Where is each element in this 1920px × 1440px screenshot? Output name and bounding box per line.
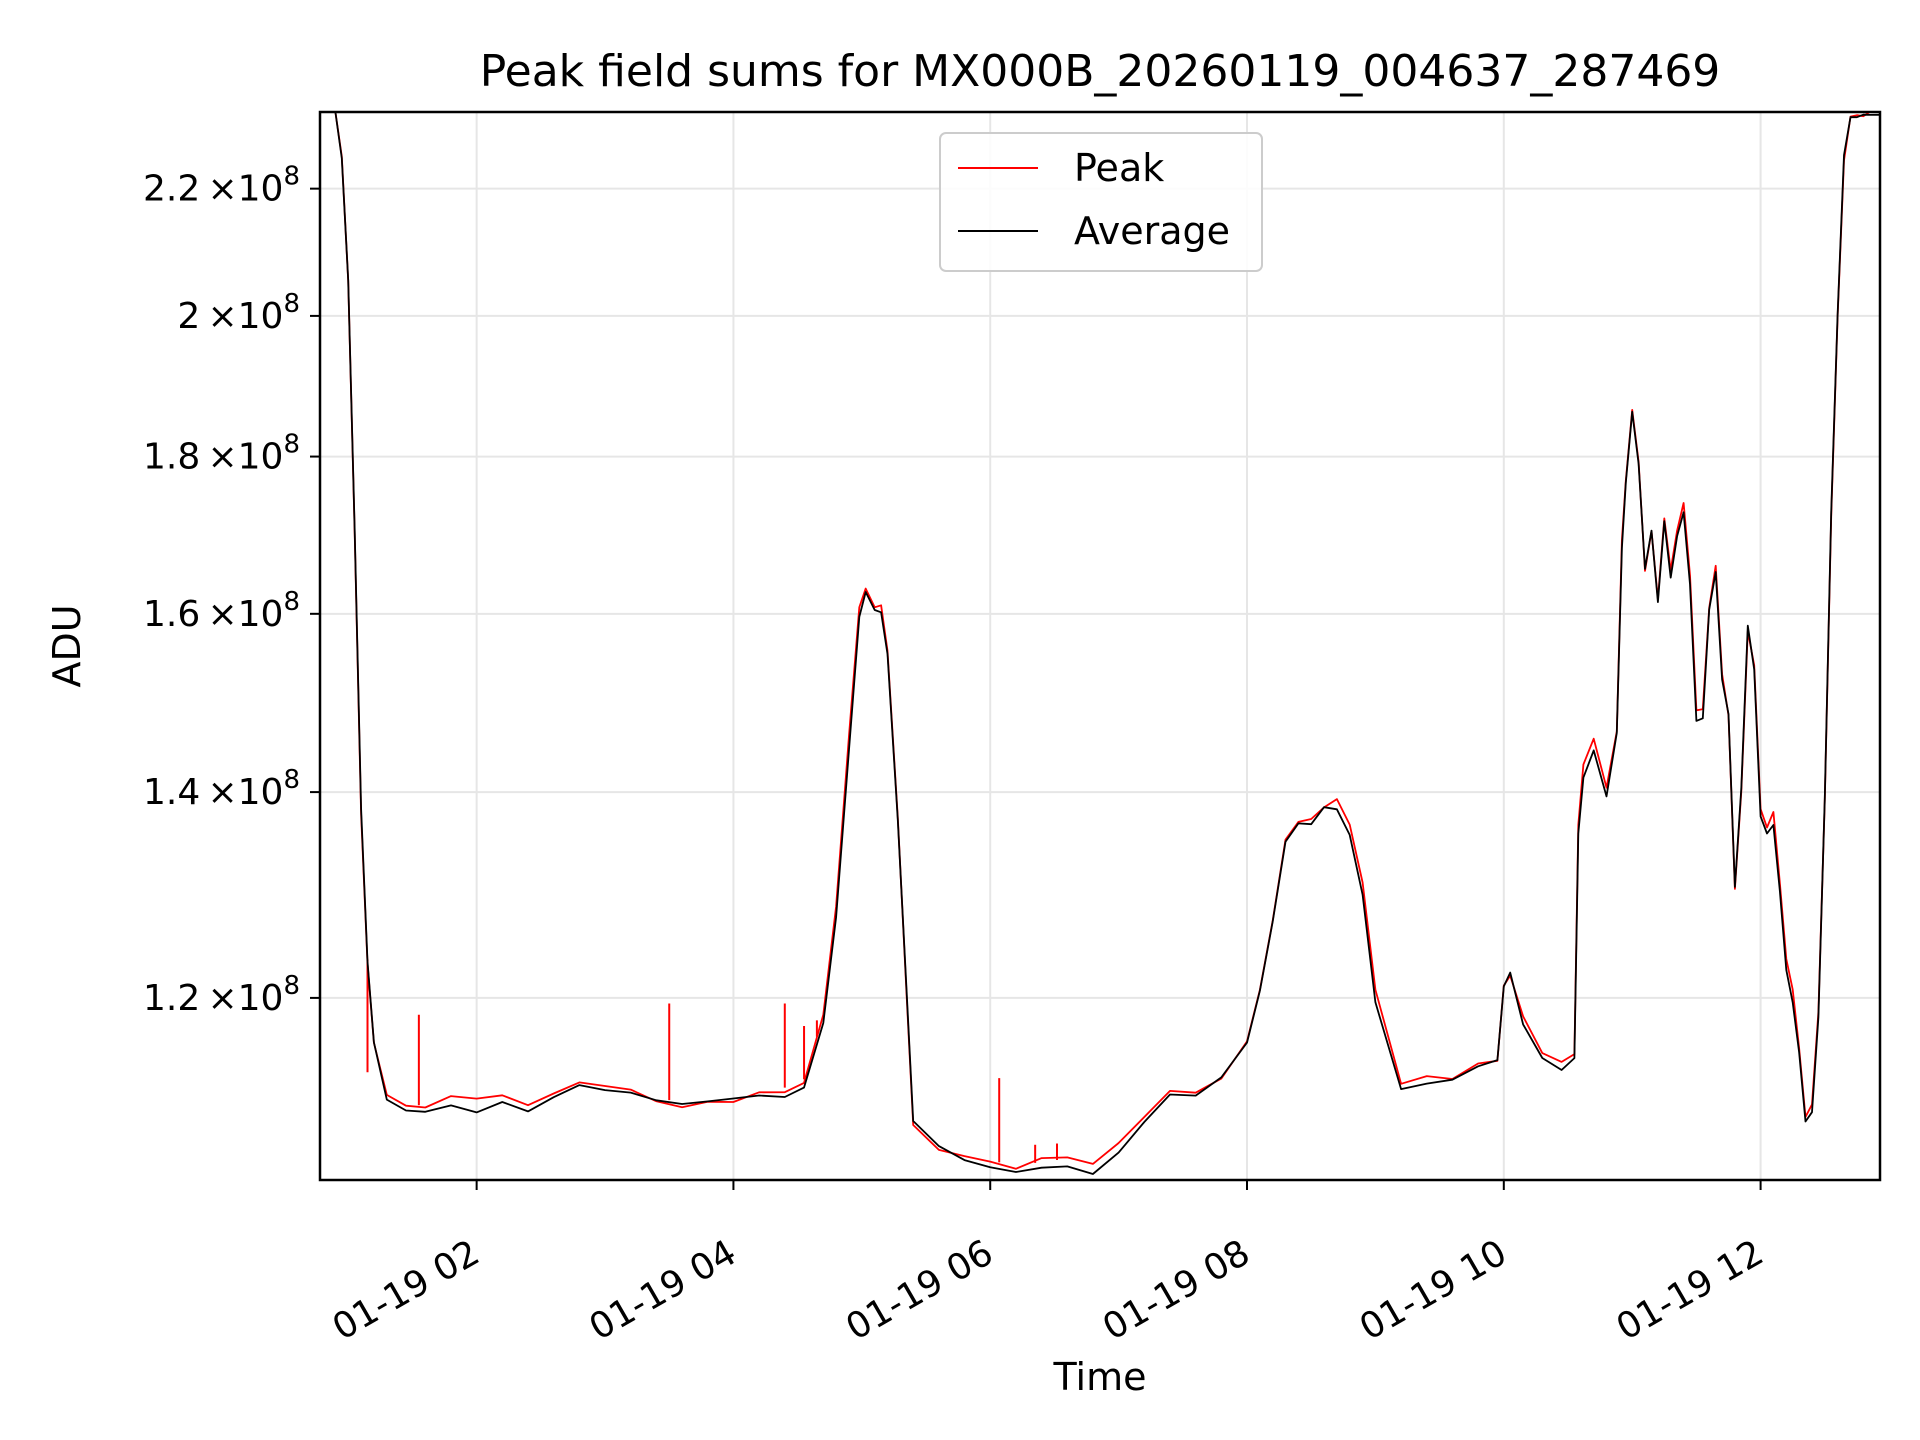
y-tick-label: 1.2 ×108 (143, 971, 300, 1019)
series-layer (320, 112, 1880, 1175)
y-axis: 1.2 ×108 1.4 ×108 1.6 ×108 1.8 ×108 2 ×108 2.… (143, 162, 320, 1019)
legend-label-average: Average (1074, 209, 1230, 253)
legend: Peak Average (939, 132, 1263, 272)
y-tick-label: 2.2 ×108 (143, 162, 300, 210)
grid (320, 112, 1880, 1180)
y-tick-label: 1.6 ×108 (143, 587, 300, 635)
series-line-average (320, 112, 1880, 1175)
y-axis-label: ADU (45, 604, 89, 687)
legend-label-peak: Peak (1074, 146, 1164, 190)
chart-title: Peak field sums for MX000B_20260119_0046… (480, 46, 1721, 97)
plot-frame (318, 110, 1882, 1182)
y-tick-label: 1.4 ×108 (143, 765, 300, 813)
y-tick-label: 1.8 ×108 (143, 430, 300, 478)
y-tick-label: 2 ×108 (177, 289, 300, 337)
x-axis-label: Time (1053, 1355, 1147, 1399)
